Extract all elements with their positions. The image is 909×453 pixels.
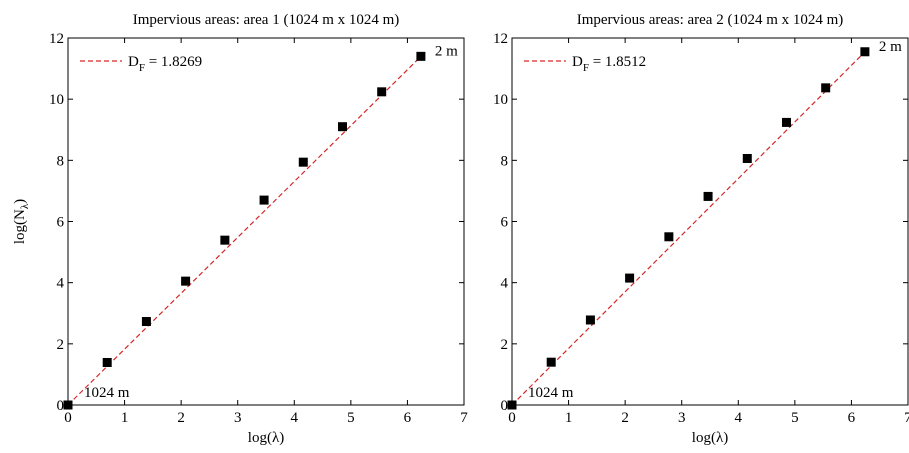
x-tick-label: 4 (735, 410, 743, 426)
y-axis-label: log(Nλ) (12, 199, 31, 244)
x-tick-label: 7 (904, 410, 909, 426)
x-tick-label: 2 (621, 410, 629, 426)
y-axis-label-main: log(N (12, 209, 28, 244)
y-tick-label: 4 (57, 276, 65, 292)
x-tick-label: 7 (460, 410, 468, 426)
y-tick-label: 12 (49, 31, 64, 47)
data-point (259, 195, 269, 205)
fit-line (511, 51, 866, 406)
data-point (664, 232, 674, 242)
y-tick-label: 4 (501, 276, 509, 292)
plot-area-frame (511, 37, 909, 406)
data-point (703, 191, 713, 201)
y-tick-label: 6 (501, 215, 509, 231)
x-tick-label: 1 (565, 410, 573, 426)
y-axis-label-close: ) (12, 199, 28, 204)
chart-panel-area-2: Impervious areas: area 2 (1024 m x 1024 … (493, 12, 909, 446)
x-tick-label: 1 (121, 410, 129, 426)
y-tick-label: 2 (501, 337, 509, 353)
plot-area-frame (67, 37, 465, 406)
data-point (781, 117, 791, 127)
annotation-1024m: 1024 m (528, 385, 574, 401)
chart-title: Impervious areas: area 1 (1024 m x 1024 … (133, 12, 400, 28)
legend-label-sub: F (583, 62, 589, 74)
legend-label: DF = 1.8512 (572, 54, 646, 74)
y-tick-label: 8 (501, 153, 509, 169)
data-point (181, 276, 191, 286)
y-tick-label: 0 (57, 398, 65, 414)
legend-label-suffix: = 1.8269 (145, 54, 202, 70)
y-tick-label: 6 (57, 215, 65, 231)
x-tick-label: 5 (791, 410, 799, 426)
legend-label-suffix: = 1.8512 (589, 54, 646, 70)
y-tick-label: 8 (57, 153, 65, 169)
y-tick-label: 10 (49, 92, 64, 108)
x-tick-label: 6 (848, 410, 856, 426)
x-tick-label: 0 (508, 410, 516, 426)
legend-label: DF = 1.8269 (128, 54, 202, 74)
data-point (821, 83, 831, 93)
data-point (298, 157, 308, 167)
chart-panel-area-1: Impervious areas: area 1 (1024 m x 1024 … (12, 12, 468, 446)
data-point (507, 400, 517, 410)
data-point (337, 122, 347, 132)
x-tick-label: 4 (291, 410, 299, 426)
y-tick-label: 10 (493, 92, 508, 108)
data-point (377, 87, 387, 97)
data-point (220, 235, 230, 245)
x-tick-label: 3 (234, 410, 242, 426)
data-point (860, 47, 870, 57)
data-point (141, 317, 151, 327)
annotation-1024m: 1024 m (84, 385, 130, 401)
data-point (546, 357, 556, 367)
y-tick-label: 12 (493, 31, 508, 47)
x-axis-label: log(λ) (692, 430, 728, 446)
x-tick-label: 2 (177, 410, 185, 426)
data-point (102, 357, 112, 367)
x-tick-label: 3 (678, 410, 686, 426)
legend-label-prefix: D (572, 54, 583, 70)
y-tick-label: 0 (501, 398, 509, 414)
chart-title: Impervious areas: area 2 (1024 m x 1024 … (577, 12, 844, 28)
y-axis-label-sub: λ (19, 203, 31, 209)
data-point (63, 400, 73, 410)
data-point (585, 315, 595, 325)
x-tick-label: 0 (64, 410, 72, 426)
x-axis-label: log(λ) (248, 430, 284, 446)
legend-label-sub: F (139, 62, 145, 74)
data-point (742, 153, 752, 163)
x-tick-label: 6 (404, 410, 412, 426)
data-point (625, 273, 635, 283)
y-tick-label: 2 (57, 337, 65, 353)
annotation-2m: 2 m (879, 39, 902, 55)
data-point (416, 51, 426, 61)
annotation-2m: 2 m (435, 43, 458, 59)
legend-label-prefix: D (128, 54, 139, 70)
x-tick-label: 5 (347, 410, 355, 426)
fit-line (67, 55, 422, 406)
